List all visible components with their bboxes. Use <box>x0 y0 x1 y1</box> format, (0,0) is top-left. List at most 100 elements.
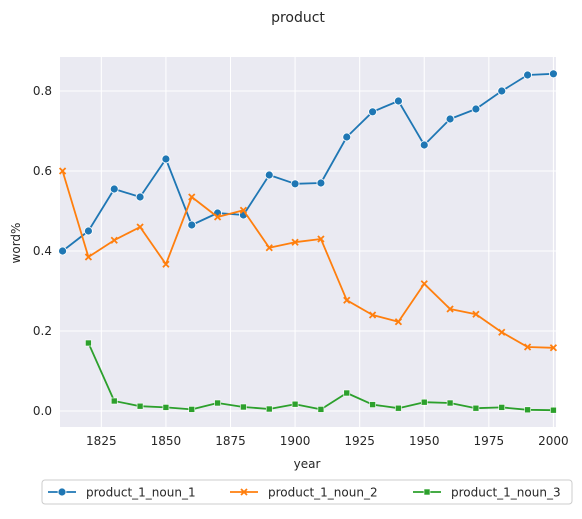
data-point <box>162 404 170 411</box>
legend-marker <box>423 488 431 496</box>
data-point <box>110 397 118 405</box>
legend-marker <box>57 487 67 497</box>
series-2 <box>58 167 558 352</box>
data-point <box>446 305 454 313</box>
data-point <box>343 389 351 397</box>
data-point <box>188 406 196 413</box>
data-point <box>109 184 119 194</box>
data-point <box>162 260 170 268</box>
series-1 <box>58 69 558 256</box>
data-point <box>368 311 377 319</box>
data-point <box>84 226 93 236</box>
marker-stroke <box>446 305 454 313</box>
data-point <box>445 114 455 124</box>
data-point <box>369 401 376 408</box>
data-point <box>85 339 92 347</box>
legend-entry: product_1_noun_1 <box>48 486 196 500</box>
legend-box <box>41 479 573 505</box>
series-line <box>62 72 554 252</box>
data-point <box>136 402 144 410</box>
data-point <box>264 170 274 180</box>
data-point <box>316 178 326 188</box>
x-axis-label: year <box>294 457 321 471</box>
data-point <box>291 238 299 246</box>
marker-stroke <box>498 328 506 336</box>
data-point <box>58 167 67 175</box>
data-point <box>265 405 273 413</box>
x-tick-label: 1825 <box>86 434 117 448</box>
data-point <box>394 96 403 106</box>
y-tick-label: 0.8 <box>33 84 52 98</box>
data-point <box>84 253 93 261</box>
data-point <box>161 154 171 164</box>
data-point <box>549 69 558 79</box>
x-tick-label: 1975 <box>474 434 505 448</box>
marker-stroke <box>523 343 532 351</box>
data-point <box>394 318 403 326</box>
marker-stroke <box>58 167 67 175</box>
data-point <box>317 406 325 413</box>
data-point <box>368 107 377 117</box>
data-point <box>472 310 480 318</box>
data-point <box>239 206 248 214</box>
plot-area <box>60 57 556 427</box>
legend-entry: product_1_noun_3 <box>413 486 561 500</box>
series-3 <box>85 339 557 414</box>
series-line <box>61 170 554 349</box>
marker-stroke <box>343 296 351 304</box>
marker-stroke <box>291 238 299 246</box>
x-tick-label: 1950 <box>409 434 440 448</box>
legend-label: product_1_noun_1 <box>86 486 196 500</box>
data-point <box>550 406 557 414</box>
marker-stroke <box>265 244 273 252</box>
data-point <box>498 328 506 336</box>
x-tick-label: 2000 <box>538 434 569 448</box>
data-point <box>420 398 428 406</box>
data-point <box>498 404 506 411</box>
marker-stroke <box>394 318 403 326</box>
marker-stroke <box>549 344 558 352</box>
data-point <box>290 179 300 189</box>
legend-marker <box>240 488 248 496</box>
x-tick-label: 1925 <box>344 434 375 448</box>
data-point <box>549 344 558 352</box>
legend-label: product_1_noun_2 <box>268 486 378 500</box>
y-tick-label: 0.4 <box>33 244 52 258</box>
x-tick-label: 1875 <box>215 434 246 448</box>
data-point <box>213 213 222 221</box>
y-tick-label: 0.6 <box>33 164 52 178</box>
marker-stroke <box>162 260 170 268</box>
data-point <box>343 296 351 304</box>
marker-stroke <box>213 213 222 221</box>
data-point <box>135 192 145 202</box>
data-point <box>524 406 531 414</box>
x-tick-label: 1900 <box>280 434 311 448</box>
y-tick-label: 0.0 <box>33 404 52 418</box>
data-point <box>214 399 221 407</box>
data-point <box>523 70 532 80</box>
marker-stroke <box>368 311 377 319</box>
marker-stroke <box>136 223 144 231</box>
marker-stroke <box>472 310 480 318</box>
data-point <box>395 404 402 412</box>
data-point <box>291 400 299 408</box>
data-point <box>110 236 118 244</box>
data-point <box>497 86 507 96</box>
data-point <box>446 399 454 407</box>
legend-entry: product_1_noun_2 <box>230 486 378 500</box>
marker-stroke <box>110 236 118 244</box>
chart-title: product <box>271 10 325 26</box>
marker-stroke <box>420 280 428 288</box>
data-point <box>136 223 144 231</box>
x-tick-label: 1850 <box>151 434 182 448</box>
marker-stroke <box>188 193 196 201</box>
data-point <box>265 244 273 252</box>
marker-stroke <box>239 206 248 214</box>
marker-stroke <box>84 253 93 261</box>
data-point <box>471 104 481 114</box>
marker-stroke <box>240 488 248 496</box>
legend-label: product_1_noun_3 <box>451 486 561 500</box>
y-tick-label: 0.2 <box>33 324 52 338</box>
